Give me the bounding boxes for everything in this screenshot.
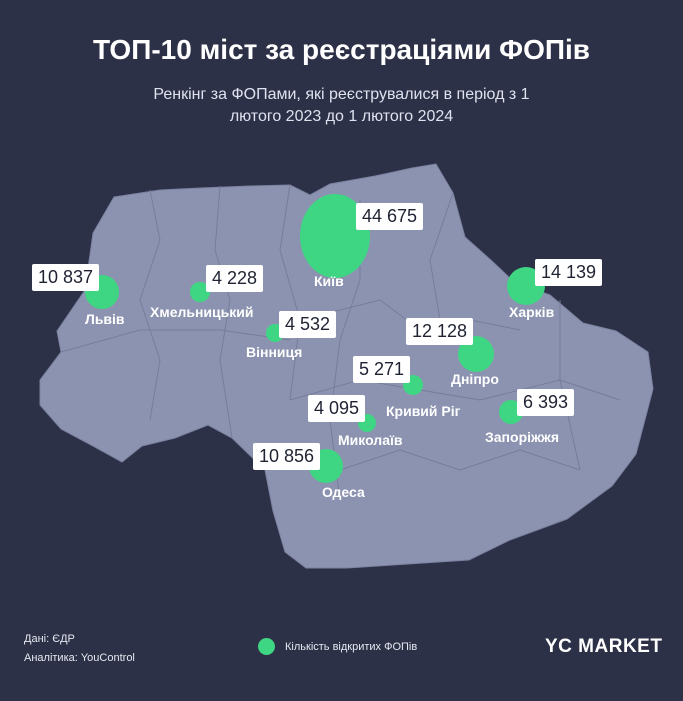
subtitle-line-1: Ренкінг за ФОПами, які реєструвалися в п… [153,86,530,103]
subtitle-line-2: лютого 2023 до 1 лютого 2024 [229,108,454,125]
legend-label: Кількість відкритих ФОПів [285,641,418,653]
value-kyiv: 44 675 [356,203,424,230]
logo: YC MARKET [545,636,663,657]
subtitle: Ренкінг за ФОПами, які реєструвалися в п… [0,84,683,128]
value-mykolaiv: 4 095 [308,395,366,422]
bubble-khmelnytskyi [190,282,210,302]
analytics-credit: Аналітика: YouControl [24,652,135,664]
city-dnipro: Дніпро [451,371,499,387]
value-kryvyi-rih: 5 271 [353,356,411,383]
city-lviv: Львів [85,311,125,327]
value-odesa: 10 856 [253,443,321,470]
value-dnipro: 12 128 [406,318,474,345]
page-title: ТОП-10 міст за реєстраціями ФОПів [93,34,590,65]
city-mykolaiv: Миколаїв [338,432,403,448]
city-kryvyi-rih: Кривий Ріг [386,403,461,419]
city-kharkiv: Харків [509,304,555,320]
value-vinnytsia: 4 532 [279,311,337,338]
value-khmelnytskyi: 4 228 [206,265,264,292]
city-vinnytsia: Вінниця [246,344,303,360]
ukraine-outline [39,163,654,569]
legend-bubble-icon [258,638,275,655]
value-lviv: 10 837 [32,264,100,291]
city-kyiv: Київ [314,273,344,289]
city-odesa: Одеса [322,484,365,500]
city-zaporizhzhia: Запоріжжя [485,429,560,445]
city-khmelnytskyi: Хмельницький [150,304,254,320]
bubble-dnipro [458,336,494,372]
value-zaporizhzhia: 6 393 [517,389,575,416]
data-source: Дані: ЄДР [24,633,75,645]
value-kharkiv: 14 139 [535,259,603,286]
bubble-kyiv [300,194,370,278]
